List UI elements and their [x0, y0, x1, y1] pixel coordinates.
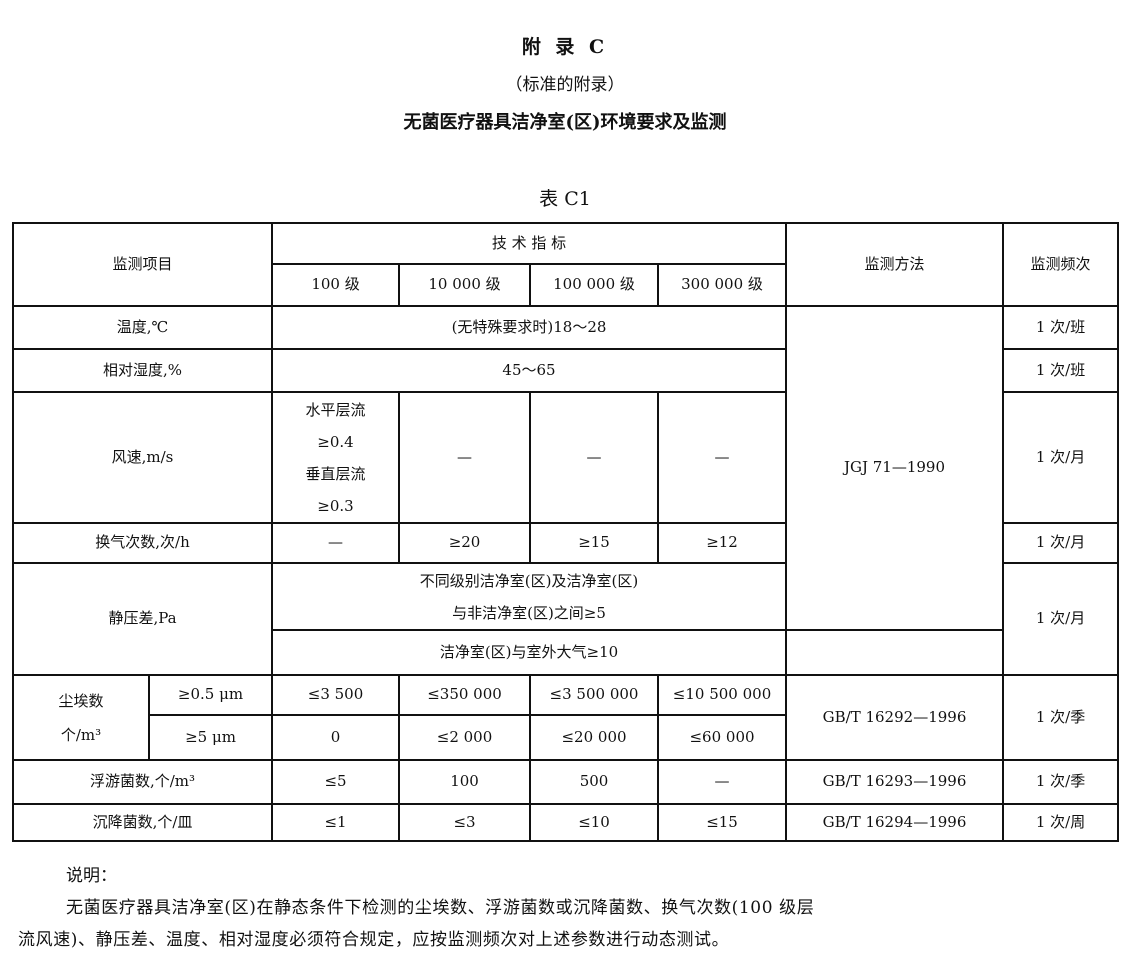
method-cell: GB/T 16293—1996 — [785, 759, 1005, 805]
header-tech: 技 术 指 标 — [271, 222, 788, 265]
freq-cell: 1 次/季 — [1002, 674, 1120, 761]
freq-cell: 1 次/周 — [1002, 803, 1120, 842]
freq-cell: 1 次/班 — [1002, 348, 1120, 393]
cell: — — [271, 522, 401, 564]
grade-100: 100 级 — [271, 263, 401, 307]
row-label: 尘埃数 个/m³ — [12, 674, 150, 761]
cell: ≤3 — [398, 803, 532, 842]
cell: ≤60 000 — [657, 714, 788, 761]
freq-cell: 1 次/月 — [1002, 562, 1120, 676]
cell: — — [657, 759, 788, 805]
cell: 洁净室(区)与室外大气≥10 — [271, 629, 788, 676]
table-row: ≥5 μm 0 ≤2 000 ≤20 000 ≤60 000 — [13, 714, 1118, 761]
table-caption: 表 C1 — [539, 188, 591, 210]
method-cell: GB/T 16292—1996 — [785, 674, 1005, 761]
grade-10000: 10 000 级 — [398, 263, 532, 307]
cell: — — [657, 391, 788, 524]
cell: — — [529, 391, 660, 524]
header-row: 监测项目 技 术 指 标 监测方法 监测频次 — [11, 222, 1120, 307]
cell: (无特殊要求时)18～28 — [271, 305, 788, 350]
cell: 水平层流 ≥0.4 垂直层流 ≥0.3 — [271, 391, 401, 524]
cell: ≤5 — [271, 759, 401, 805]
cell: ≤350 000 — [398, 674, 532, 716]
cell-line: 垂直层流 — [305, 464, 366, 483]
notes-line-1: 无菌医疗器具洁净室(区)在静态条件下检测的尘埃数、浮游菌数或沉降菌数、换气次数(… — [66, 898, 815, 918]
row-label: 沉降菌数,个/皿 — [11, 803, 274, 842]
cell-line: 不同级别洁净室(区)及洁净室(区) — [419, 571, 639, 590]
cell-line: ≥0.4 — [317, 432, 354, 451]
table-row: 换气次数,次/h — ≥20 ≥15 ≥12 1 次/月 — [11, 522, 1120, 564]
row-label: 静压差,Pa — [11, 562, 274, 676]
cell: 100 — [398, 759, 532, 805]
grade-100000: 100 000 级 — [529, 263, 660, 307]
cell: 500 — [529, 759, 660, 805]
sub-label: ≥5 μm — [147, 714, 274, 761]
cell-line: ≥0.3 — [317, 496, 354, 515]
cell: ≤3 500 — [271, 674, 401, 716]
cell: ≤2 000 — [398, 714, 532, 761]
cell: 0 — [271, 714, 401, 761]
freq-cell: 1 次/班 — [1002, 305, 1120, 350]
grade-300000: 300 000 级 — [657, 263, 788, 307]
method-cell: JGJ 71—1990 — [785, 305, 1005, 631]
table-row: 温度,℃ (无特殊要求时)18～28 JGJ 71—1990 1 次/班 — [11, 305, 1120, 631]
cell-line: 与非洁净室(区)之间≥5 — [452, 603, 606, 622]
appendix-title: 附 录 C — [521, 36, 609, 58]
appendix-subtitle: （标准的附录） — [505, 75, 625, 95]
table-row: 相对湿度,% 45～65 1 次/班 — [11, 348, 1120, 393]
table-row: 静压差,Pa 不同级别洁净室(区)及洁净室(区) 与非洁净室(区)之间≥5 1 … — [11, 562, 1120, 676]
notes-line-2: 流风速)、静压差、温度、相对湿度必须符合规定，应按监测频次对上述参数进行动态测试… — [18, 930, 730, 950]
cell: ≥12 — [657, 522, 788, 564]
sub-label: ≥0.5 μm — [147, 674, 274, 716]
header-method: 监测方法 — [785, 222, 1005, 307]
table-row: 洁净室(区)与室外大气≥10 — [13, 629, 1118, 676]
grade-row: 100 级 10 000 级 100 000 级 300 000 级 — [13, 263, 1118, 307]
method-cell: GB/T 16294—1996 — [785, 803, 1005, 842]
dust-unit: 个/m³ — [60, 725, 102, 744]
header-freq: 监测频次 — [1002, 222, 1120, 307]
freq-cell: 1 次/月 — [1002, 522, 1120, 564]
row-label: 相对湿度,% — [11, 348, 274, 393]
notes-label: 说明： — [66, 866, 117, 886]
cell: ≤20 000 — [529, 714, 660, 761]
cell: 不同级别洁净室(区)及洁净室(区) 与非洁净室(区)之间≥5 — [271, 562, 788, 631]
dust-label: 尘埃数 — [58, 691, 104, 710]
row-label: 换气次数,次/h — [11, 522, 274, 564]
cell: ≤10 — [529, 803, 660, 842]
table-row: 风速,m/s 水平层流 ≥0.4 垂直层流 ≥0.3 — — — 1 次/月 — [11, 391, 1120, 524]
cell: ≤10 500 000 — [657, 674, 788, 716]
table-row: 尘埃数 个/m³ ≥0.5 μm ≤3 500 ≤350 000 ≤3 500 … — [12, 674, 1120, 761]
row-label: 浮游菌数,个/m³ — [11, 759, 274, 805]
cell: 45～65 — [271, 348, 788, 393]
table-row: 沉降菌数,个/皿 ≤1 ≤3 ≤10 ≤15 GB/T 16294—1996 1… — [11, 803, 1120, 842]
cell: ≤15 — [657, 803, 788, 842]
cell: ≥20 — [398, 522, 532, 564]
freq-cell: 1 次/季 — [1002, 759, 1120, 805]
header-item: 监测项目 — [11, 222, 274, 307]
appendix-heading: 无菌医疗器具洁净室(区)环境要求及监测 — [403, 112, 727, 133]
cell-line: 水平层流 — [305, 400, 366, 419]
cell: ≥15 — [529, 522, 660, 564]
row-label: 温度,℃ — [11, 305, 274, 350]
cell: ≤3 500 000 — [529, 674, 660, 716]
freq-cell: 1 次/月 — [1002, 391, 1120, 524]
notes: 说明： 无菌医疗器具洁净室(区)在静态条件下检测的尘埃数、浮游菌数或沉降菌数、换… — [0, 860, 1130, 956]
cell: — — [398, 391, 532, 524]
requirements-table: 监测项目 技 术 指 标 监测方法 监测频次 100 级 10 000 级 10… — [11, 222, 1120, 842]
row-label: 风速,m/s — [11, 391, 274, 524]
table-row: 浮游菌数,个/m³ ≤5 100 500 — GB/T 16293—1996 1… — [11, 759, 1120, 805]
cell: ≤1 — [271, 803, 401, 842]
